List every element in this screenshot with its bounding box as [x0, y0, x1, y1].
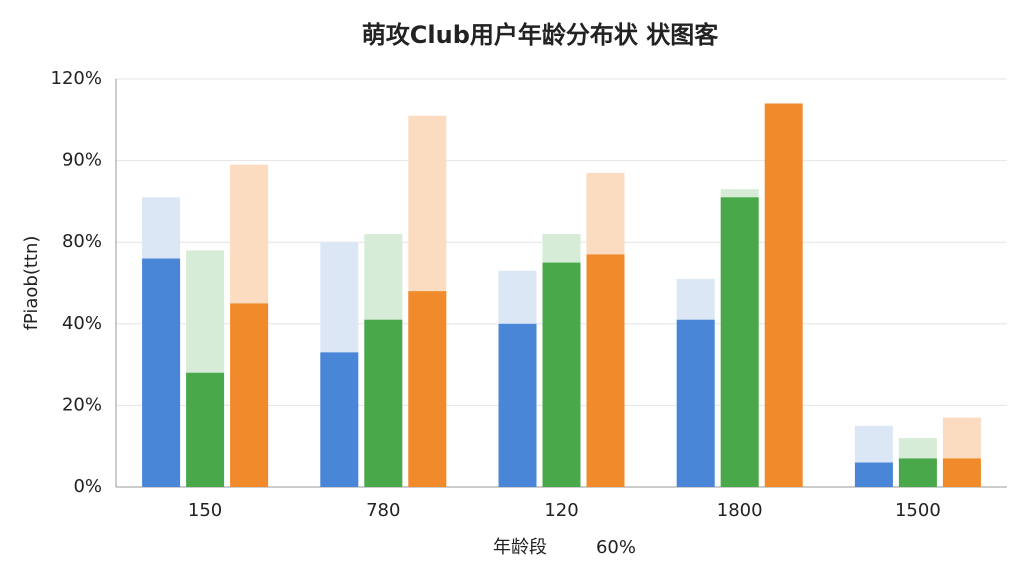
x-tick-label: 120 — [544, 500, 578, 521]
y-tick-label: 40% — [62, 313, 102, 334]
y-tick-label: 120% — [51, 68, 102, 89]
x-axis-label: 年龄段 — [493, 537, 547, 558]
bar — [764, 103, 803, 487]
y-tick-label: 80% — [62, 231, 102, 252]
bar — [942, 458, 981, 487]
bar — [898, 458, 937, 487]
bar — [854, 462, 893, 487]
bar — [142, 258, 181, 487]
chart-title: 萌攻Club用户年龄分布状 状图客 — [362, 21, 719, 49]
bar — [230, 303, 269, 487]
x-tick-label: 780 — [366, 500, 400, 521]
bar — [186, 372, 225, 487]
y-tick-label: 90% — [62, 150, 102, 171]
annotation: 60% — [596, 537, 636, 558]
x-tick-label: 1500 — [895, 500, 941, 521]
bar — [408, 291, 447, 487]
bar — [320, 352, 359, 487]
x-tick-label: 150 — [188, 500, 222, 521]
y-tick-label: 20% — [62, 394, 102, 415]
y-axis-label: fPiaob(ttn) — [21, 236, 42, 331]
bar — [498, 323, 537, 487]
x-tick-label: 1800 — [717, 500, 763, 521]
bar — [676, 319, 715, 487]
bar — [542, 262, 581, 487]
bar — [720, 197, 759, 487]
y-tick-label: 0% — [73, 476, 102, 497]
bar — [364, 319, 403, 487]
bar — [586, 254, 625, 487]
